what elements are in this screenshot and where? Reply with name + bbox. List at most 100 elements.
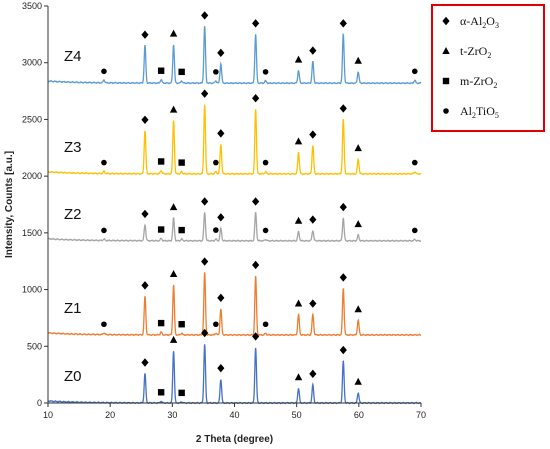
peak-marker-z4-8 — [252, 19, 260, 28]
legend-symbol-diamond — [442, 16, 450, 26]
curves-layer — [47, 26, 422, 405]
peak-marker-z1-4 — [178, 321, 185, 328]
series-line-z0 — [47, 344, 422, 405]
y-tick-label-6: 3000 — [22, 58, 42, 68]
series-line-z4 — [47, 26, 422, 85]
sample-label-z1: Z1 — [64, 300, 82, 317]
peak-marker-z0-2 — [169, 335, 178, 343]
peak-marker-z3-9 — [262, 159, 269, 166]
peak-marker-z2-6 — [213, 227, 219, 233]
peak-marker-z0-3 — [178, 389, 185, 397]
peak-marker-z4-10 — [294, 55, 303, 63]
legend-symbol-square — [442, 77, 450, 85]
series-line-z1 — [47, 272, 422, 337]
y-tick-label-4: 2000 — [22, 171, 42, 181]
peak-marker-z1-10 — [294, 299, 303, 307]
x-tick-label-4: 50 — [292, 410, 302, 420]
peak-marker-z3-3 — [169, 105, 178, 113]
peak-marker-z3-0 — [101, 159, 107, 166]
peak-marker-z0-9 — [339, 345, 347, 355]
peak-marker-z4-4 — [178, 68, 185, 76]
peak-marker-z2-13 — [354, 220, 362, 228]
peak-marker-z4-2 — [157, 67, 165, 74]
peak-marker-z1-13 — [354, 305, 362, 313]
peak-marker-z4-7 — [217, 48, 225, 58]
x-tick-label-3: 40 — [229, 410, 239, 420]
legend-label-2: m-ZrO2 — [460, 74, 497, 90]
peak-marker-z3-5 — [201, 89, 209, 98]
peak-marker-z4-6 — [213, 69, 219, 75]
peak-marker-z4-14 — [411, 68, 418, 75]
peak-marker-z1-12 — [339, 273, 347, 282]
peak-marker-z4-5 — [201, 11, 209, 20]
peak-marker-z4-9 — [262, 69, 269, 75]
peak-marker-z3-1 — [141, 115, 149, 124]
peak-marker-z1-11 — [309, 299, 317, 308]
peak-marker-z1-5 — [201, 257, 209, 266]
peak-marker-z2-12 — [339, 202, 347, 212]
peak-marker-z0-1 — [157, 389, 165, 396]
axes-layer: 10 20 30 40 50 60 70 0 500 1000 1500 2000 2500 3000 35… — [4, 1, 426, 445]
x-tick-label-5: 60 — [354, 410, 364, 420]
peak-marker-z4-13 — [354, 56, 362, 64]
sample-label-z3: Z3 — [64, 139, 82, 156]
peak-marker-z2-8 — [252, 197, 260, 206]
x-tick-label-0: 10 — [43, 410, 53, 420]
x-tick-label-2: 30 — [167, 410, 177, 420]
legend-symbol-circle — [443, 108, 449, 114]
peak-marker-z2-0 — [101, 227, 107, 234]
peak-marker-z4-0 — [101, 68, 107, 75]
legend-label-1: t-ZrO2 — [460, 44, 491, 60]
peak-marker-z3-14 — [411, 159, 418, 166]
legend: α-Al2O3 t-ZrO2 m-ZrO2 Al2TiO5 — [431, 4, 545, 132]
y-tick-label-3: 1500 — [22, 228, 42, 238]
peak-marker-z4-1 — [141, 30, 149, 39]
peak-marker-z0-4 — [201, 328, 209, 338]
peak-marker-z2-2 — [157, 226, 165, 233]
peak-marker-z2-4 — [178, 226, 185, 234]
legend-symbol-triangle — [442, 47, 450, 54]
y-tick-label-1: 500 — [27, 341, 42, 351]
peak-marker-z3-6 — [213, 159, 219, 166]
peak-marker-z3-13 — [354, 144, 362, 152]
peak-marker-z3-2 — [157, 158, 165, 165]
y-tick-label-0: 0 — [37, 398, 42, 408]
markers-layer — [101, 11, 418, 397]
peak-marker-z1-0 — [101, 321, 107, 328]
x-tick-label-6: 70 — [416, 410, 426, 420]
peak-marker-z2-10 — [294, 216, 303, 224]
peak-marker-z0-10 — [354, 377, 362, 385]
y-tick-label-5: 2500 — [22, 114, 42, 124]
peak-marker-z4-3 — [169, 29, 178, 37]
peak-marker-z3-12 — [339, 104, 347, 113]
peak-marker-z3-10 — [294, 137, 303, 145]
peak-marker-z4-12 — [339, 19, 347, 28]
sample-label-z0: Z0 — [64, 368, 82, 385]
peak-marker-z3-7 — [217, 129, 225, 138]
y-tick-label-7: 3500 — [22, 1, 42, 11]
legend-label-3: Al2TiO5 — [460, 104, 499, 120]
peak-marker-z1-9 — [262, 321, 269, 328]
peak-marker-z1-6 — [213, 321, 219, 328]
peak-marker-z0-8 — [309, 369, 317, 379]
peak-marker-z3-4 — [178, 159, 185, 166]
peak-marker-z0-7 — [294, 373, 303, 381]
peak-marker-z4-11 — [309, 46, 317, 55]
series-line-z3 — [47, 104, 422, 176]
peak-marker-z1-2 — [157, 319, 165, 327]
legend-label-0: α-Al2O3 — [460, 14, 499, 30]
sample-label-z2: Z2 — [64, 206, 82, 223]
x-axis-label: 2 Theta (degree) — [196, 434, 273, 445]
peak-marker-z1-7 — [217, 293, 225, 303]
peak-marker-z2-9 — [262, 227, 269, 234]
x-tick-label-1: 20 — [105, 410, 115, 420]
peak-marker-z0-0 — [141, 358, 149, 367]
peak-marker-z1-3 — [169, 270, 178, 278]
peak-marker-z1-8 — [252, 260, 260, 270]
series-line-z2 — [47, 212, 422, 243]
peak-marker-z2-11 — [309, 215, 317, 224]
peak-marker-z3-8 — [252, 94, 260, 103]
sample-label-z4: Z4 — [64, 48, 82, 65]
peak-marker-z2-14 — [411, 227, 418, 234]
